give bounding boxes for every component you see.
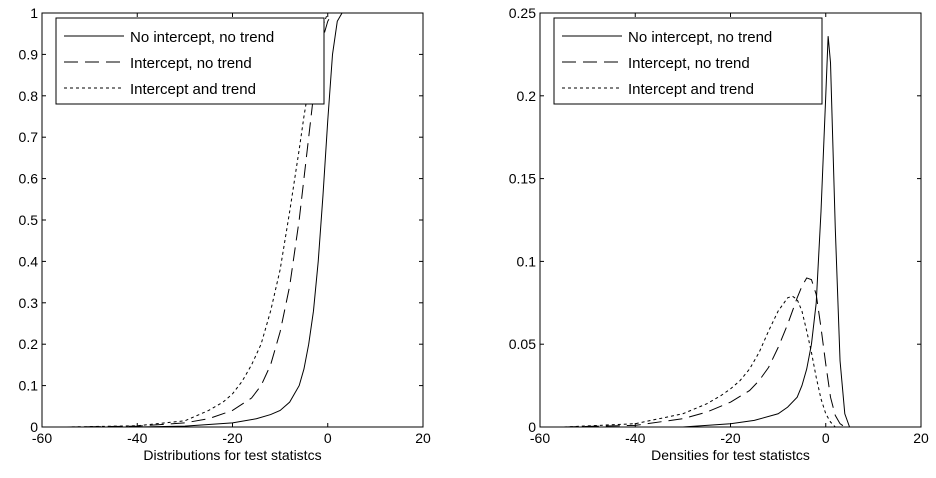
y-tick-label: 0.7: [19, 129, 39, 145]
x-tick-label: 0: [324, 430, 332, 446]
legend-label-3: Intercept and trend: [130, 81, 256, 98]
x-tick-label: -40: [127, 430, 147, 446]
x-axis-label: Distributions for test statistcs: [143, 447, 321, 463]
y-tick-label: 0.2: [19, 336, 39, 352]
series-line-3: [563, 295, 836, 427]
legend-label-1: No intercept, no trend: [628, 29, 772, 46]
y-tick-label: 0.25: [509, 5, 536, 21]
y-tick-label: 0: [528, 419, 536, 435]
y-tick-label: 0.15: [509, 171, 536, 187]
legend-label-2: Intercept, no trend: [628, 55, 750, 72]
x-tick-label: -20: [222, 430, 242, 446]
x-tick-label: 20: [913, 430, 929, 446]
left-chart-panel: -60 -40 -20 0 20 0 0.1 0.2 0.3 0.4 0.5 0.6 0.7 0.8 0.9…: [19, 5, 431, 463]
right-chart-panel: -60 -40 -20 0 20 0 0.05 0.1 0.15 0.2 0.25 Densities…: [509, 5, 929, 463]
legend-box: [553, 17, 823, 105]
series-line-2: [65, 13, 333, 427]
legend-label-3: Intercept and trend: [628, 81, 754, 98]
legend-label-2: Intercept, no trend: [130, 55, 252, 72]
y-tick-label: 0.8: [19, 88, 39, 104]
y-tick-label: 0.3: [19, 295, 39, 311]
x-tick-label: -60: [530, 430, 550, 446]
y-tick-label: 0.2: [517, 88, 537, 104]
series-line-2: [563, 277, 846, 427]
legend-label-1: No intercept, no trend: [130, 29, 274, 46]
x-axis-label: Densities for test statistcs: [651, 447, 810, 463]
y-tick-label: 0.1: [19, 378, 39, 394]
y-tick-label: 0.05: [509, 336, 536, 352]
x-tick-label: 20: [415, 430, 431, 446]
x-tick-label: -40: [625, 430, 645, 446]
y-tick-label: 0.4: [19, 253, 39, 269]
x-tick-label: -60: [32, 430, 52, 446]
y-tick-label: 0: [30, 419, 38, 435]
y-tick-label: 0.1: [517, 253, 537, 269]
legend: No intercept, no trend Intercept, no tren…: [55, 17, 325, 105]
legend: No intercept, no trend Intercept, no tren…: [553, 17, 823, 105]
x-tick-label: -20: [720, 430, 740, 446]
y-tick-label: 0.5: [19, 212, 39, 228]
y-tick-label: 0.9: [19, 46, 39, 62]
legend-box: [55, 17, 325, 105]
series-line-1: [563, 36, 851, 427]
x-tick-label: 0: [822, 430, 830, 446]
y-tick-label: 1: [30, 5, 38, 21]
series-line-1: [65, 13, 343, 427]
y-tick-label: 0.6: [19, 171, 39, 187]
